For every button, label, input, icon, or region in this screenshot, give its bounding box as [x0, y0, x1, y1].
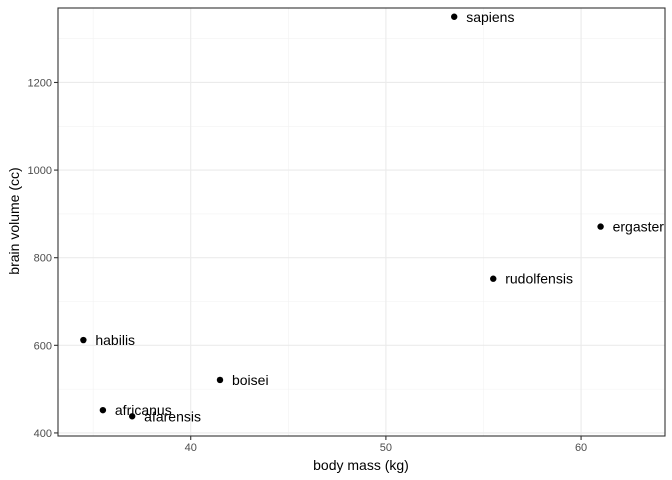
y-tick-label: 1200 [28, 77, 52, 89]
data-point-habilis [80, 336, 87, 344]
y-tick-label: 400 [34, 428, 52, 440]
panel-border [57, 7, 666, 437]
point-label-rudolfensis: rudolfensis [505, 271, 573, 287]
x-tick-label: 40 [185, 442, 197, 454]
point-label-ergaster: ergaster [613, 219, 665, 235]
point-label-afarensis: afarensis [144, 408, 201, 424]
x-axis-title: body mass (kg) [313, 457, 409, 473]
y-tick-label: 600 [34, 340, 52, 352]
data-point-sapiens [451, 13, 458, 20]
y-axis: 400 600 800 1000 1200 [28, 77, 58, 440]
data-point-afarensis [128, 413, 136, 420]
x-axis: 40 50 60 [185, 436, 587, 454]
plot-panel [57, 7, 666, 437]
x-tick-label: 50 [380, 442, 392, 454]
y-axis-title: brain volume (cc) [6, 167, 22, 274]
point-label-boisei: boisei [232, 372, 269, 388]
data-point-africanus [99, 406, 107, 414]
y-tick-label: 1000 [28, 165, 52, 177]
data-point-ergaster [597, 223, 604, 230]
y-tick-label: 800 [34, 253, 52, 265]
point-label-habilis: habilis [95, 332, 135, 348]
point-label-sapiens: sapiens [466, 9, 514, 25]
data-point-rudolfensis [490, 275, 497, 282]
x-tick-label: 60 [575, 442, 587, 454]
data-point-boisei [216, 376, 224, 384]
point-label-africanus: africanus [115, 402, 172, 418]
